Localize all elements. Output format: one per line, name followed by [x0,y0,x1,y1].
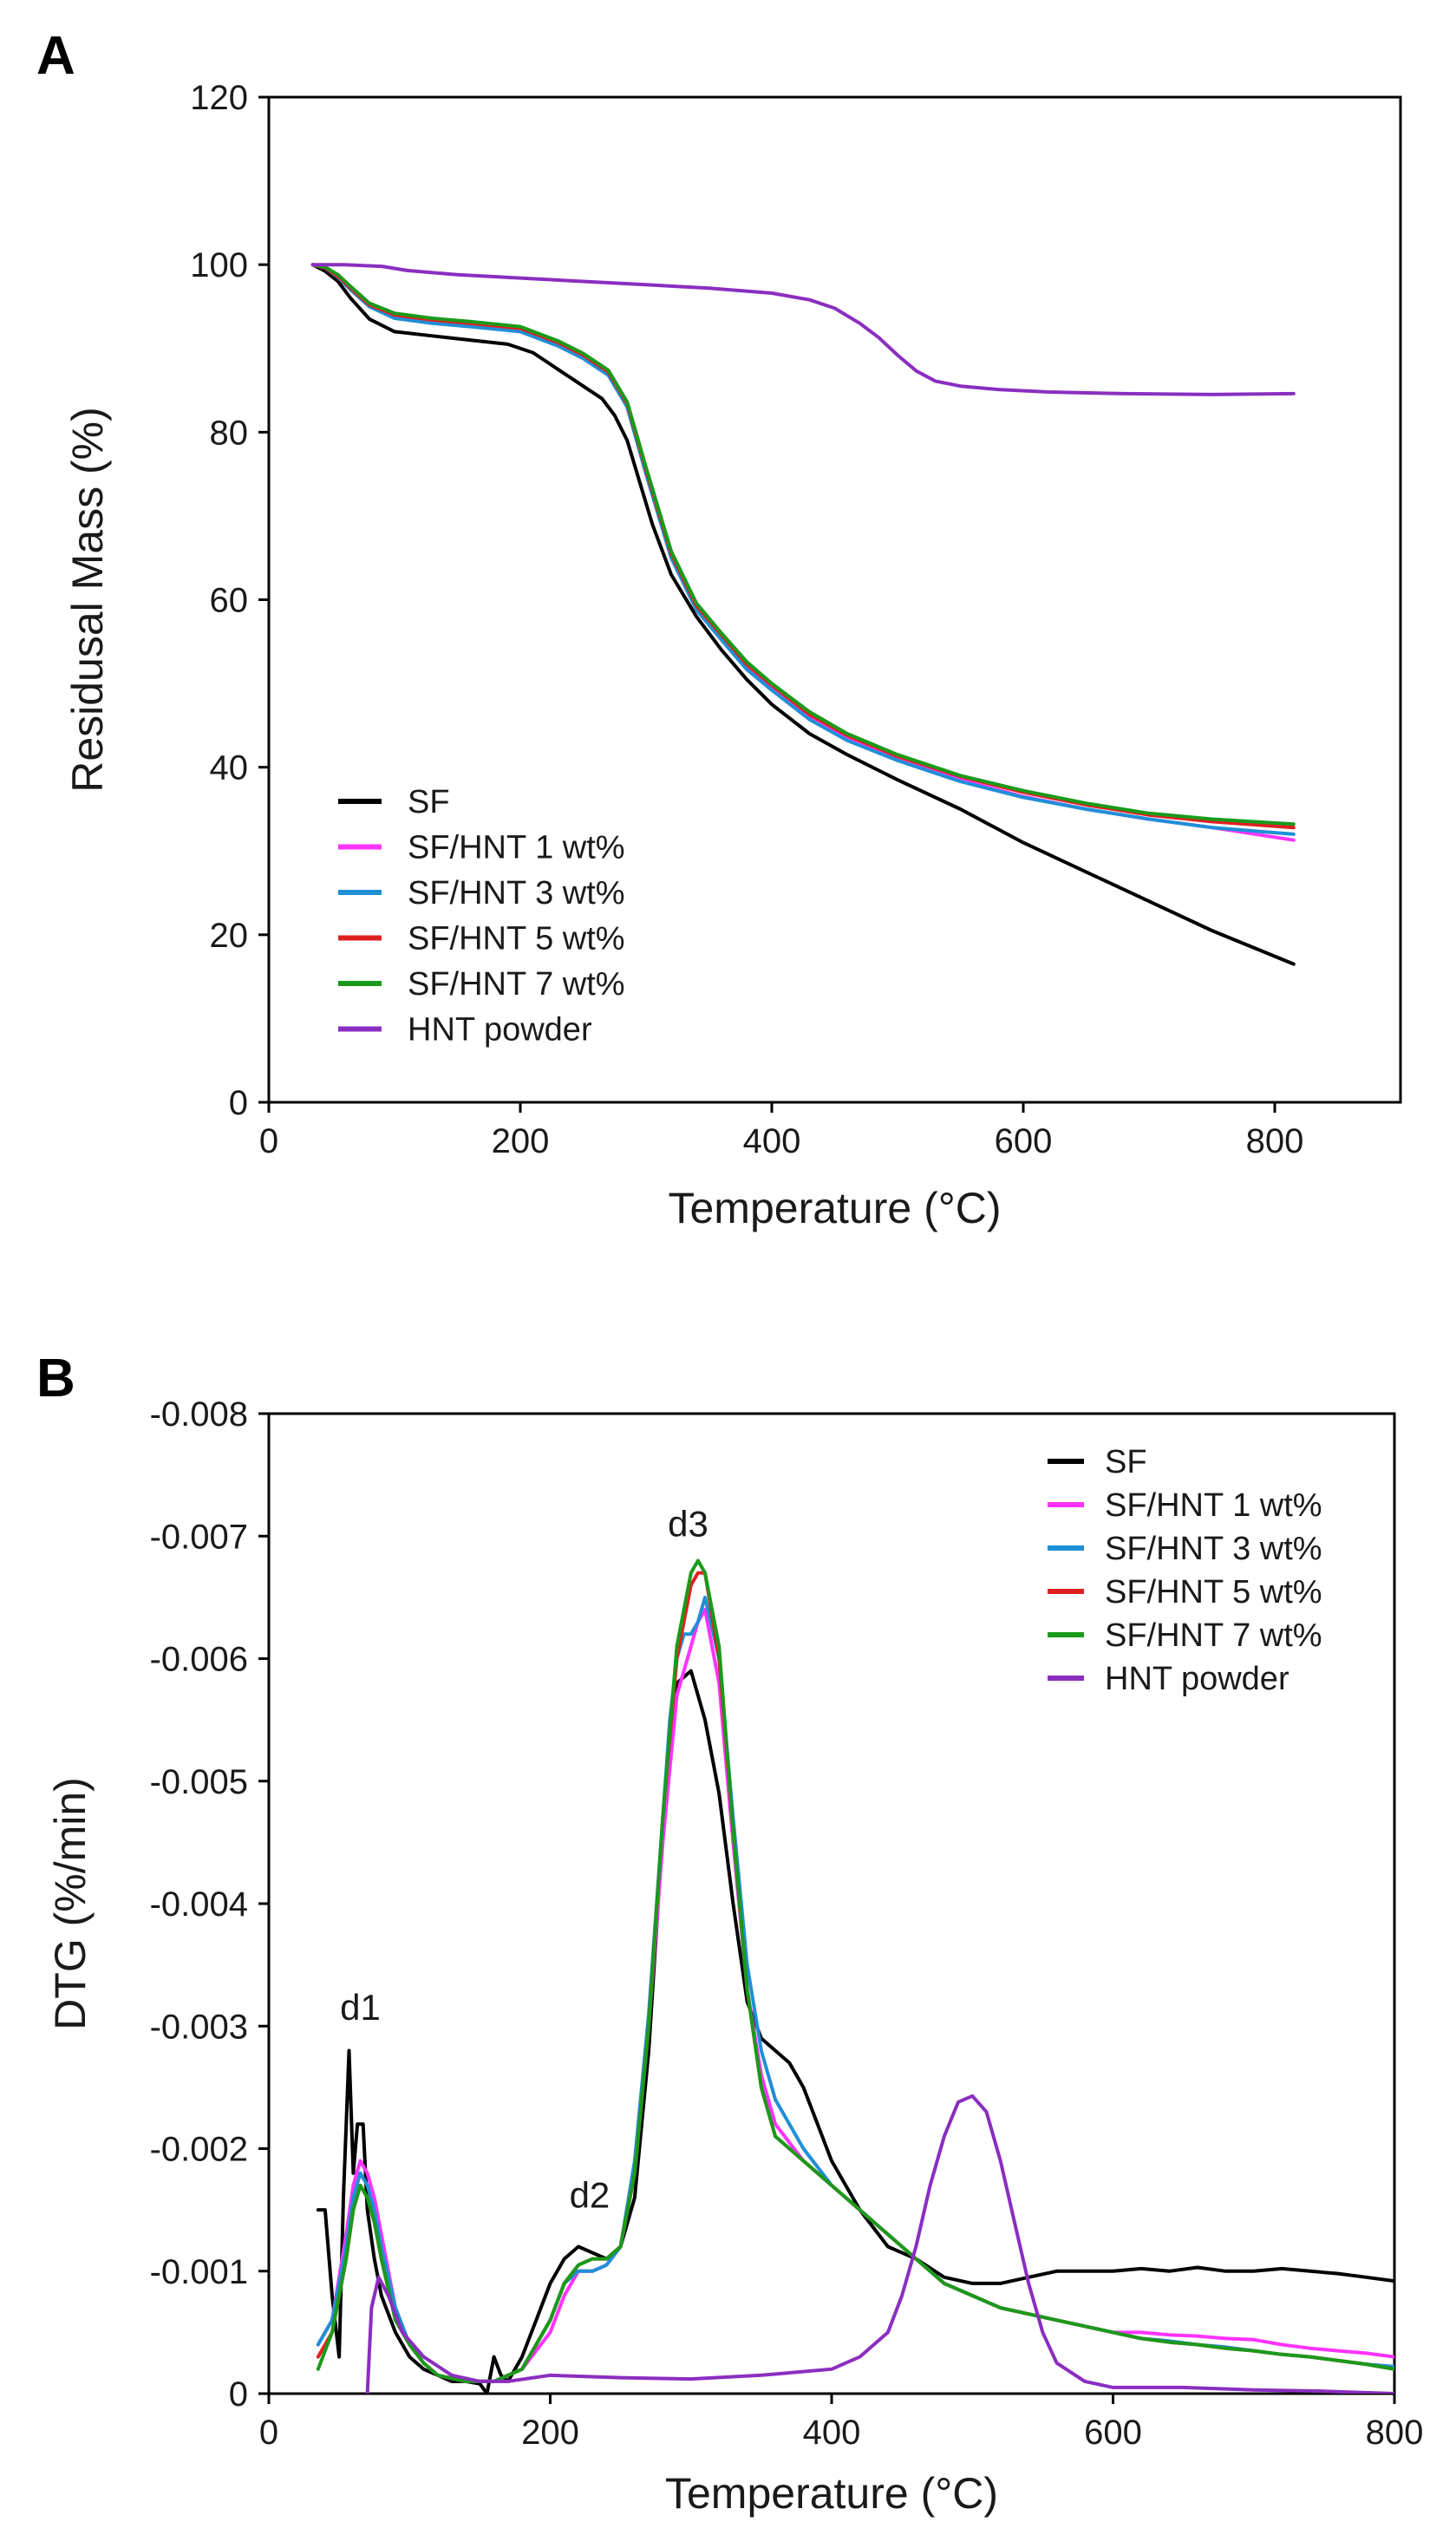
legend-entry-label: SF/HNT 5 wt% [1105,1574,1322,1610]
panel-a: A 0 200 400 600 800 0 20 40 60 80 100 120 Temperature… [36,26,1402,1232]
x-axis-label: Temperature (°C) [669,1184,1002,1232]
y-tick-label: 60 [210,582,249,620]
y-tick-label: -0.004 [150,1885,248,1924]
legend-entry-label: SF/HNT 3 wt% [1105,1531,1322,1567]
peak-annotation-d2: d2 [570,2174,610,2215]
series-line-sf-hnt-5-wt [310,263,1296,830]
y-tick-label: 0 [229,2375,248,2414]
series-group [310,263,1296,966]
legend-entry-label: SF/HNT 3 wt% [408,875,625,911]
legend: SF SF/HNT 1 wt% SF/HNT 3 wt% SF/HNT 5 wt% SF… [338,784,625,1049]
y-axis-label: DTG (%/min) [46,1777,95,2030]
y-tick-label: -0.001 [150,2253,248,2291]
x-tick-label: 200 [492,1122,550,1160]
series-line-sf-hnt-7-wt [316,1558,1394,2383]
y-tick-label: 120 [190,79,248,117]
legend: SF SF/HNT 1 wt% SF/HNT 3 wt% SF/HNT 5 wt% SF… [1048,1444,1322,1697]
series-line-hnt-powder [365,2094,1394,2394]
peak-annotation-d3: d3 [668,1503,708,1544]
series-line-sf [310,263,1296,966]
panel-b: B 0 200 400 600 800 0 -0.001 -0.002 -0.003 -0.004 -… [36,1349,1423,2518]
x-tick-label: 600 [1084,2414,1142,2452]
legend-entry-label: SF/HNT 1 wt% [408,830,625,866]
x-tick-label: 600 [995,1122,1053,1160]
y-tick-label: -0.008 [150,1395,248,1434]
series-line-hnt-powder [310,263,1296,396]
y-tick-label: 80 [210,414,249,452]
y-tick-label: 100 [190,246,248,284]
series-line-sf-hnt-1-wt [310,263,1296,842]
y-tick-label: 0 [229,1084,248,1122]
legend-entry-label: SF [1105,1444,1147,1480]
series-line-sf-hnt-3-wt [310,263,1296,836]
legend-entry-label: SF [408,784,450,820]
series-group [316,1558,1394,2394]
x-tick-label: 0 [259,2414,278,2452]
legend-entry-label: SF/HNT 5 wt% [408,921,625,957]
x-tick-label: 800 [1246,1122,1304,1160]
legend-entry-label: HNT powder [408,1012,592,1049]
y-axis-label: Residusal Mass (%) [63,407,112,793]
panel-label: B [36,1349,75,1408]
y-tick-label: -0.006 [150,1641,248,1679]
x-tick-label: 800 [1366,2414,1424,2452]
legend-entry-label: SF/HNT 7 wt% [1105,1617,1322,1654]
series-line-sf-hnt-7-wt [310,263,1296,826]
y-tick-label: -0.007 [150,1518,248,1556]
x-tick-label: 400 [803,2414,861,2452]
legend-entry-label: HNT powder [1105,1661,1290,1697]
y-tick-label: 20 [210,917,249,955]
legend-entry-label: SF/HNT 1 wt% [1105,1487,1322,1524]
series-line-sf-hnt-3-wt [316,1595,1394,2383]
x-tick-label: 400 [743,1122,801,1160]
x-tick-label: 0 [259,1122,278,1160]
y-tick-label: -0.002 [150,2131,248,2169]
x-tick-label: 200 [521,2414,579,2452]
legend-entry-label: SF/HNT 7 wt% [408,966,625,1003]
peak-annotation-d1: d1 [340,1987,381,2028]
x-axis-label: Temperature (°C) [665,2469,998,2518]
series-line-sf-hnt-1-wt [316,1608,1394,2383]
panel-label: A [36,26,75,86]
y-tick-label: -0.005 [150,1763,248,1801]
y-tick-label: -0.003 [150,2008,248,2046]
y-tick-label: 40 [210,749,249,787]
series-line-sf [316,1669,1394,2394]
